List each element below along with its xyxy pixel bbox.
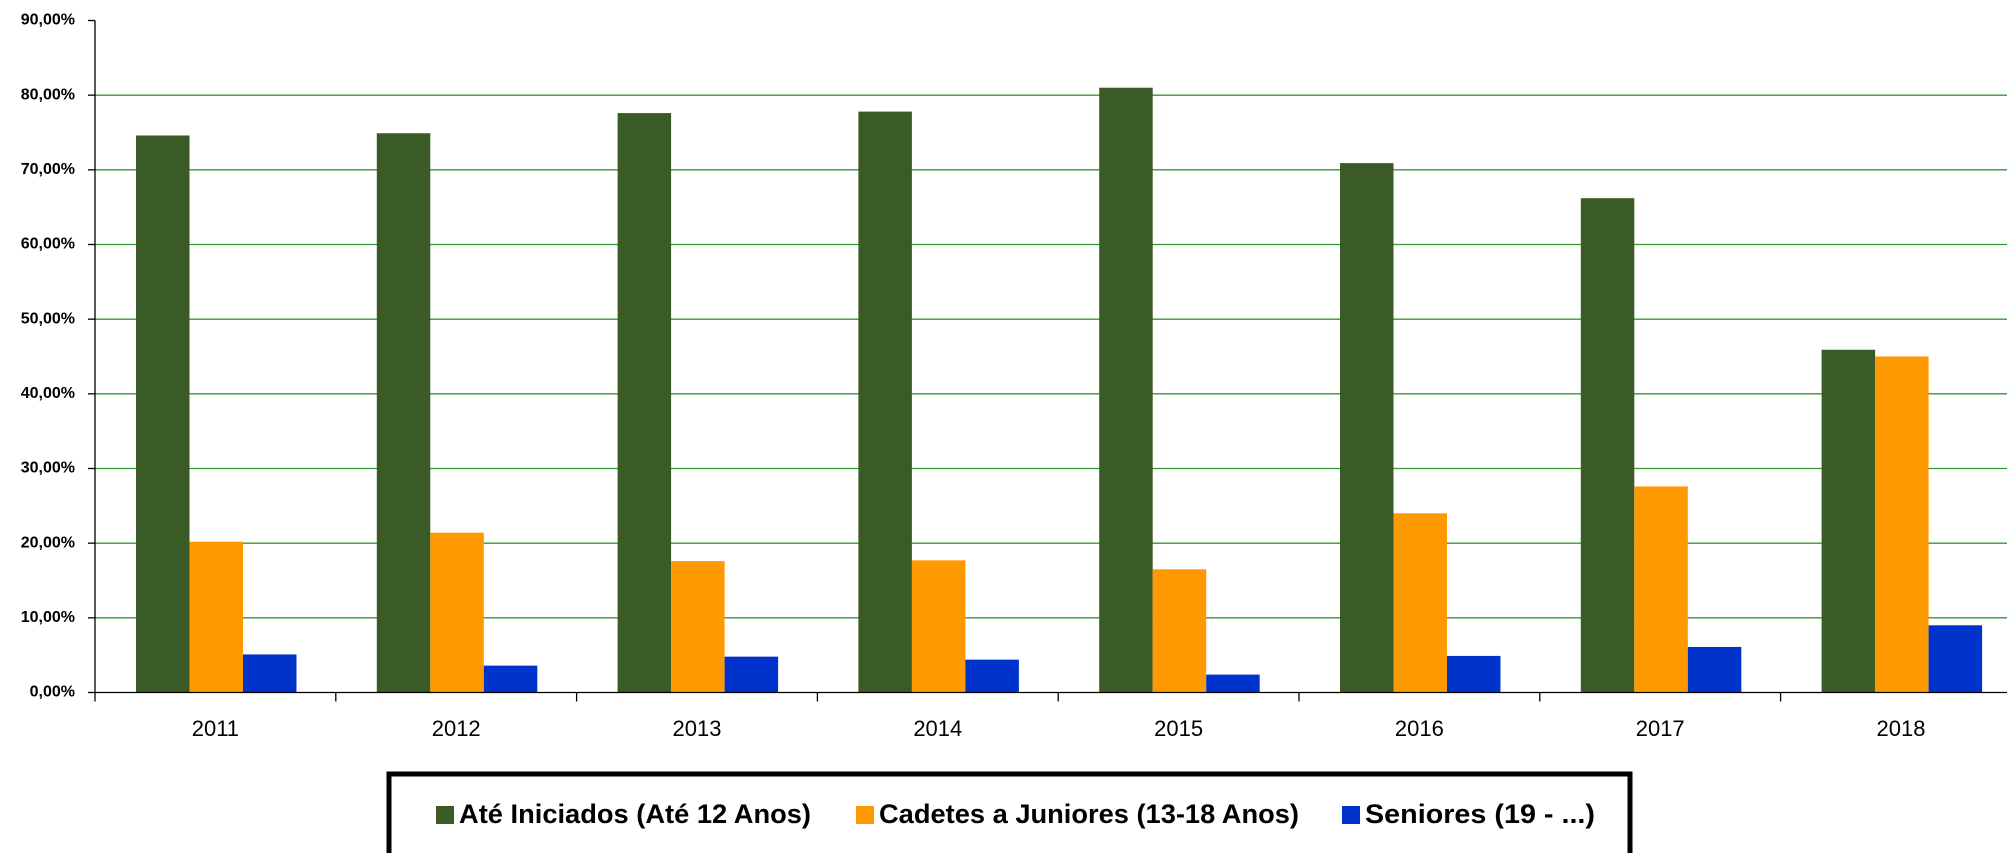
- y-tick-label: 20,00%: [21, 534, 75, 551]
- bar: [189, 541, 243, 693]
- bar: [1099, 87, 1153, 693]
- legend-label: Até Iniciados (Até 12 Anos): [459, 799, 811, 829]
- y-tick-label: 90,00%: [21, 12, 75, 29]
- bar: [1152, 569, 1207, 693]
- bar: [1687, 646, 1742, 693]
- y-tick-label: 50,00%: [21, 310, 75, 327]
- x-tick-label: 2017: [1636, 716, 1685, 741]
- y-tick-label: 0,00%: [30, 684, 75, 701]
- bar: [617, 113, 672, 693]
- y-tick-label: 70,00%: [21, 161, 75, 178]
- x-tick-label: 2013: [673, 716, 722, 741]
- bar: [724, 656, 779, 693]
- x-tick-label: 2012: [432, 716, 481, 741]
- x-tick-label: 2016: [1395, 716, 1444, 741]
- bar: [1447, 655, 1501, 693]
- bar: [911, 560, 966, 693]
- bar: [1634, 486, 1688, 693]
- y-tick-label: 60,00%: [21, 236, 75, 253]
- bar: [1580, 198, 1635, 693]
- y-tick-label: 10,00%: [21, 609, 75, 626]
- x-tick-label: 2015: [1154, 716, 1203, 741]
- bar: [1875, 356, 1929, 693]
- y-tick-label: 80,00%: [21, 86, 75, 103]
- y-tick-label: 40,00%: [21, 385, 75, 402]
- bar: [376, 133, 431, 693]
- bar: [1821, 349, 1876, 693]
- legend-label: Cadetes a Juniores (13-18 Anos): [879, 799, 1299, 829]
- bar: [1393, 513, 1447, 693]
- bar: [858, 111, 912, 693]
- bar: [671, 561, 725, 693]
- bar: [483, 665, 538, 693]
- legend-label: Seniores (19 - ...): [1365, 799, 1595, 829]
- legend-swatch: [856, 806, 874, 824]
- x-tick-label: 2018: [1877, 716, 1926, 741]
- x-tick-label: 2011: [192, 716, 239, 741]
- bar: [430, 532, 484, 693]
- bar: [136, 135, 190, 693]
- legend-box: [386, 771, 1633, 853]
- bar: [965, 659, 1019, 693]
- legend-swatch: [1342, 806, 1360, 824]
- bar: [1340, 163, 1394, 693]
- bar: [1206, 674, 1260, 693]
- x-tick-label: 2014: [913, 716, 962, 741]
- bar: [1928, 625, 1983, 693]
- legend-swatch: [436, 806, 454, 824]
- y-tick-label: 30,00%: [21, 460, 75, 477]
- bar: [243, 654, 297, 693]
